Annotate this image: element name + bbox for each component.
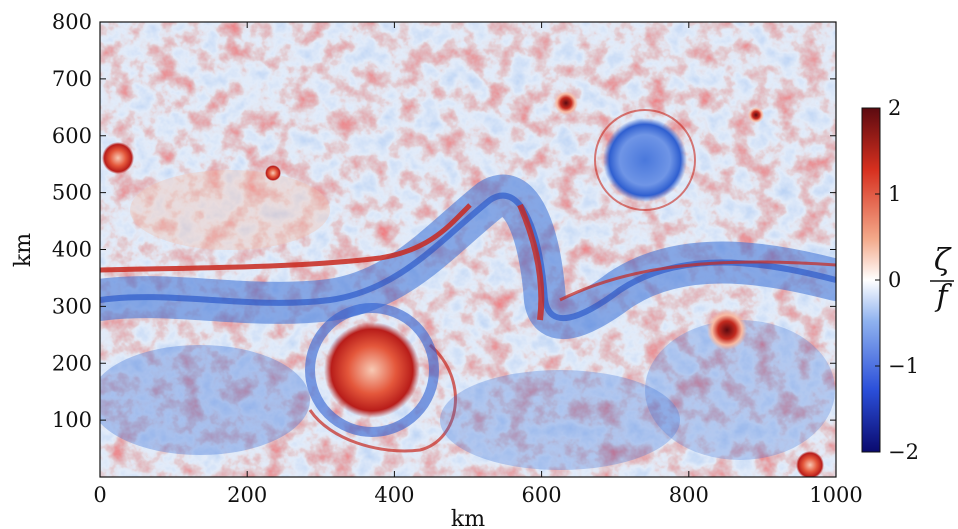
x-tick-label: 400	[374, 483, 414, 507]
x-tick-label: 1000	[809, 483, 862, 507]
vorticity-field	[100, 22, 836, 477]
y-tick-label: 600	[52, 124, 92, 148]
y-axis-label: km	[11, 233, 36, 267]
y-tick-label: 200	[52, 351, 92, 375]
y-axis-ticks: 100 200 300 400 500 600 700 800	[52, 10, 836, 432]
colorbar-ticks: 2 1 0 −1 −2	[875, 96, 919, 464]
colorbar-tick-label: 2	[888, 96, 901, 120]
intense-eddy	[707, 310, 747, 350]
y-tick-label: 800	[52, 10, 92, 34]
colorbar-tick-label: 1	[888, 182, 901, 206]
x-tick-label: 800	[669, 483, 709, 507]
colorbar-label-denominator: f	[934, 279, 952, 314]
anticyclonic-eddy	[324, 322, 420, 418]
y-tick-label: 100	[52, 408, 92, 432]
red-filament	[100, 203, 472, 273]
y-tick-label: 300	[52, 294, 92, 318]
y-tick-label: 700	[52, 67, 92, 91]
x-axis-ticks: 0 200 400 600 800 1000	[93, 22, 863, 507]
x-tick-label: 200	[227, 483, 267, 507]
x-tick-label: 600	[522, 483, 562, 507]
y-tick-label: 500	[52, 181, 92, 205]
colorbar-tick-label: −2	[888, 440, 919, 464]
colorbar-tick-label: 0	[888, 268, 901, 292]
small-eddy	[554, 91, 578, 115]
x-tick-label: 0	[93, 483, 106, 507]
y-tick-label: 400	[52, 238, 92, 262]
cyclonic-eddy	[603, 118, 687, 202]
x-axis-label: km	[451, 507, 485, 529]
colorbar-tick-label: −1	[888, 354, 919, 378]
colorbar-label-numerator: ζ	[934, 243, 952, 278]
